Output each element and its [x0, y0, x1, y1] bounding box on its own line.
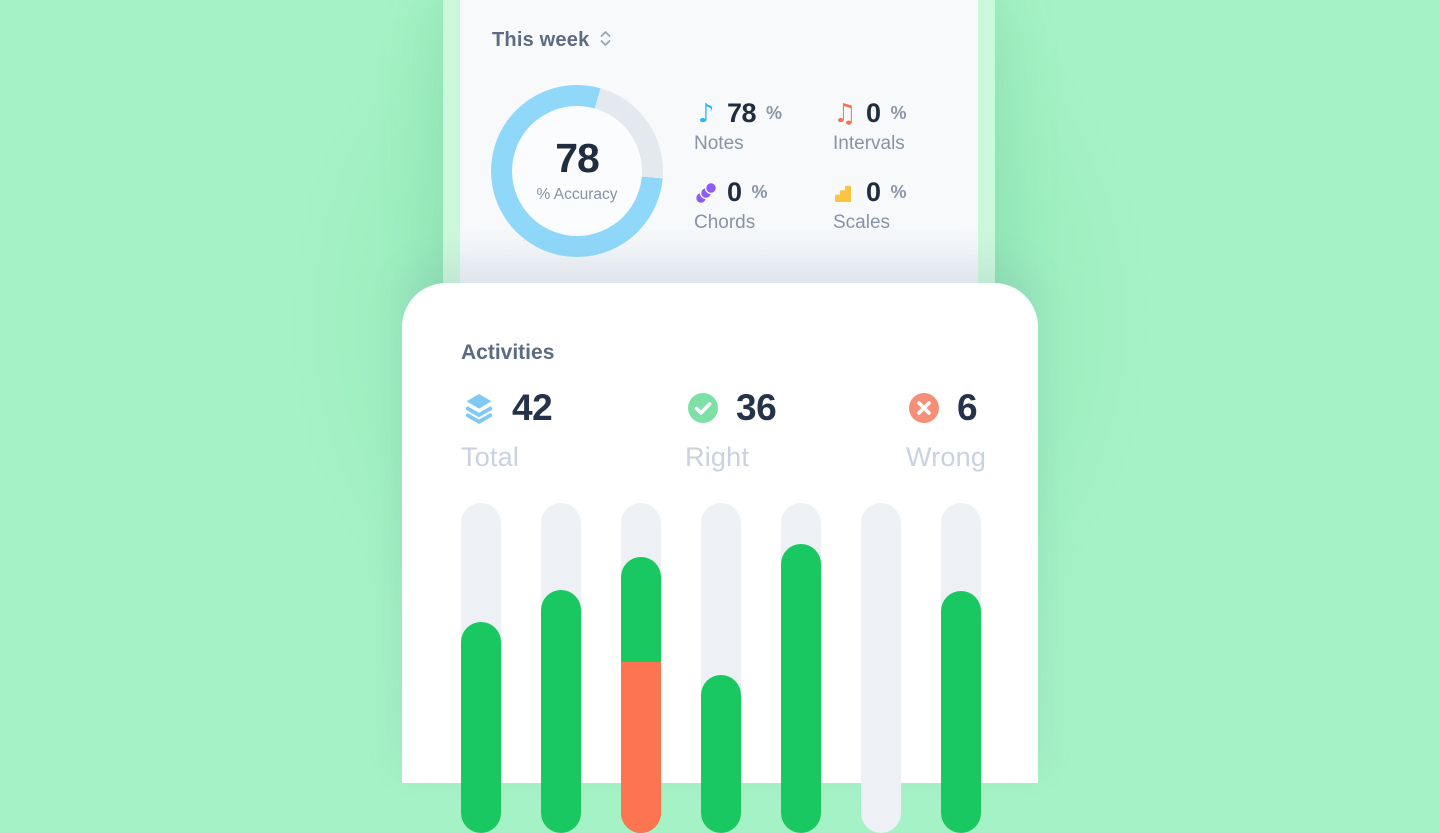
wrong-label: Wrong: [906, 442, 987, 472]
weekly-accuracy-card: This week 78 % Accuracy ♪ 78 % Notes: [460, 0, 978, 284]
layers-icon: [461, 390, 497, 426]
summary-wrong: 6 Wrong: [906, 389, 986, 473]
accuracy-value: 78: [555, 135, 600, 181]
intervals-unit: %: [890, 103, 907, 123]
summary-right: 36 Right: [685, 389, 906, 473]
week-range-label: This week: [492, 29, 590, 51]
activities-card: Activities 42 Total 36 Right: [402, 283, 1038, 833]
stat-chords: 0 % Chords: [694, 176, 833, 255]
bar-track: [941, 503, 981, 833]
intervals-value: 0: [866, 98, 881, 128]
stat-intervals: ♫ 0 % Intervals: [833, 97, 907, 176]
note-icon: ♪: [697, 98, 715, 129]
wrong-value: 6: [957, 387, 978, 428]
bar-fill-right: [781, 544, 821, 833]
bar-track: [541, 503, 581, 833]
x-circle-icon: [906, 390, 942, 426]
activity-bar-chart: [402, 503, 1038, 833]
bar-track: [461, 503, 501, 833]
bar-track: [701, 503, 741, 833]
bar-track: [861, 503, 901, 833]
check-circle-icon: [685, 390, 721, 426]
scales-value: 0: [866, 177, 881, 207]
stat-scales: 0 % Scales: [833, 176, 907, 255]
chords-icon: [694, 180, 718, 206]
chords-value: 0: [727, 177, 742, 207]
bar-fill-right: [941, 591, 981, 833]
scales-label: Scales: [833, 212, 891, 233]
bar-fill-right: [541, 590, 581, 833]
bar-fill-wrong: [621, 662, 661, 833]
accuracy-donut-chart: 78 % Accuracy: [491, 85, 663, 257]
activities-title: Activities: [461, 341, 555, 364]
notes-unit: %: [766, 103, 783, 123]
intervals-label: Intervals: [833, 133, 905, 154]
right-label: Right: [685, 442, 750, 472]
bar-fill-right: [701, 675, 741, 833]
notes-label: Notes: [694, 133, 744, 154]
beamed-notes-icon: ♫: [833, 98, 857, 129]
chords-label: Chords: [694, 212, 756, 233]
scales-unit: %: [890, 182, 907, 202]
donut-center: 78 % Accuracy: [512, 106, 642, 236]
bar-track: [621, 503, 661, 833]
stat-notes: ♪ 78 % Notes: [694, 97, 833, 176]
total-label: Total: [461, 442, 520, 472]
notes-value: 78: [727, 98, 757, 128]
chords-unit: %: [751, 182, 768, 202]
week-range-selector[interactable]: This week: [492, 29, 611, 52]
summary-total: 42 Total: [461, 389, 685, 473]
total-value: 42: [512, 387, 553, 428]
bar-fill-right: [461, 622, 501, 833]
right-value: 36: [736, 387, 777, 428]
activities-summary-row: 42 Total 36 Right 6 Wrong: [461, 389, 1001, 473]
scales-icon: [833, 180, 857, 206]
chevron-up-down-icon: [600, 30, 611, 52]
accuracy-caption: % Accuracy: [536, 186, 618, 203]
category-stats-grid: ♪ 78 % Notes ♫ 0 % Intervals: [694, 97, 907, 255]
bar-track: [781, 503, 821, 833]
